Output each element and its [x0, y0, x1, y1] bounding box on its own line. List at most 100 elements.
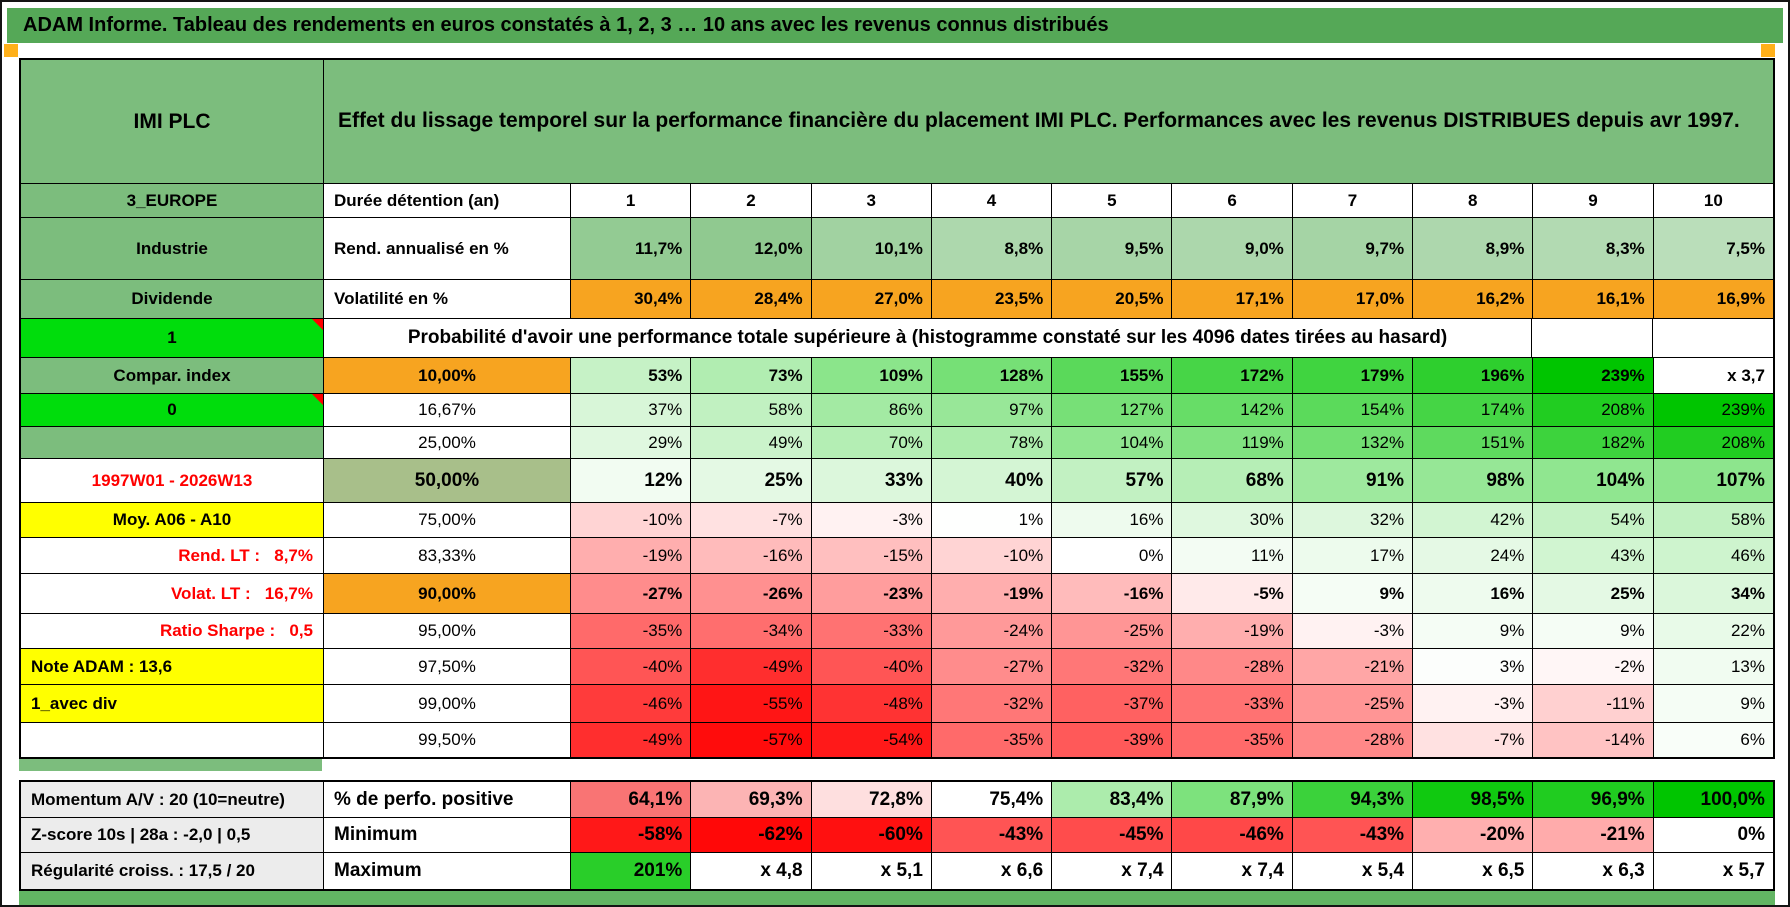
row-header-cell: Volatilité en % [324, 280, 571, 319]
value-cell: 201% [571, 853, 692, 889]
value-cell: -54% [811, 723, 932, 757]
value-cell: x 5,1 [811, 853, 932, 889]
value-cell: 16% [1413, 574, 1534, 614]
row-header-cell: Minimum [324, 818, 571, 853]
value-cell: x 6,6 [931, 853, 1053, 889]
merged-note-cell: Probabilité d'avoir une performance tota… [324, 319, 1532, 358]
value-cell: -2% [1533, 649, 1654, 685]
corner-marker-right-icon [1761, 44, 1775, 57]
value-cell: -39% [1052, 723, 1173, 757]
description-cell: Effet du lissage temporel sur la perform… [324, 60, 1773, 184]
value-cell: -40% [811, 649, 932, 685]
value-cell: 16,9% [1653, 280, 1773, 319]
value-cell: 9,7% [1292, 218, 1414, 280]
value-cell: 8,8% [931, 218, 1053, 280]
value-cell: -27% [571, 574, 692, 614]
value-cell: 0% [1052, 538, 1173, 574]
value-cell: -10% [931, 538, 1053, 574]
row-header: Rend. annualisé en % [334, 238, 509, 258]
merged-note: Probabilité d'avoir une performance tota… [407, 327, 1448, 348]
value-cell: 24% [1413, 538, 1534, 574]
row-header: 99,00% [418, 693, 476, 713]
value-cell: x 3,7 [1653, 358, 1773, 394]
row-header-cell: 83,33% [324, 538, 571, 574]
row-label-cell: Industrie [21, 218, 324, 280]
row-header-cell: 75,00% [324, 503, 571, 538]
value-cell: -35% [571, 614, 692, 649]
row-label-cell: 1 [21, 319, 324, 358]
row-label-cell: Volat. LT : 16,7% [21, 574, 324, 614]
value-cell: -35% [1172, 723, 1293, 757]
statistics-table: Momentum A/V : 20 (10=neutre) % de perfo.… [19, 780, 1775, 891]
value-cell: 13% [1653, 649, 1773, 685]
value-cell: -55% [691, 685, 812, 723]
value-cell: 182% [1533, 427, 1654, 459]
value-cell: 42% [1413, 503, 1534, 538]
table-row: Volat. LT : 16,7% 90,00% -27% -26% -23% -19% -… [21, 574, 1773, 614]
value-cell: 49% [691, 427, 812, 459]
value-cell: 28,4% [691, 280, 812, 319]
table-row: Moy. A06 - A10 75,00% -10% -7% -3% 1% 16% 30% 32… [21, 503, 1773, 538]
value-cell: -48% [811, 685, 932, 723]
value-cell: 9,0% [1172, 218, 1293, 280]
value-cell: -15% [811, 538, 932, 574]
row-label: Régularité croiss. : 17,5 / 20 [31, 861, 255, 880]
value-cell: 58% [691, 394, 812, 427]
table-row: Rend. LT : 8,7% 83,33% -19% -16% -15% -10% 0% 1… [21, 538, 1773, 574]
value-cell: x 7,4 [1172, 853, 1293, 889]
row-header: 90,00% [418, 583, 476, 603]
value-cell: 23,5% [931, 280, 1053, 319]
value-cell: 0% [1653, 818, 1773, 853]
value-cell: 54% [1533, 503, 1654, 538]
value-cell: -45% [1052, 818, 1173, 853]
row-header-cell: 99,50% [324, 723, 571, 757]
row-header: Volatilité en % [334, 289, 448, 308]
value-cell: -49% [571, 723, 692, 757]
row-header-cell: 50,00% [324, 459, 571, 503]
table-row: 1_avec div 99,00% -46% -55% -48% -32% -37% -33%… [21, 685, 1773, 723]
value-cell: 2 [691, 184, 812, 218]
row-label-cell: Note ADAM : 13,6 [21, 649, 324, 685]
row-header: 97,50% [418, 656, 476, 676]
value-cell: 154% [1292, 394, 1414, 427]
row-header-cell: 99,00% [324, 685, 571, 723]
row-label: Moy. A06 - A10 [112, 510, 232, 529]
row-header-cell: 90,00% [324, 574, 571, 614]
value-cell: 83,4% [1052, 782, 1173, 818]
performance-table: IMI PLC Effet du lissage temporel sur la… [19, 58, 1775, 759]
value-cell: -16% [1052, 574, 1173, 614]
value-cell: x 4,8 [691, 853, 812, 889]
row-header-cell: 97,50% [324, 649, 571, 685]
value-cell: 98% [1413, 459, 1534, 503]
row-label: Dividende [131, 289, 213, 308]
value-cell: -57% [691, 723, 812, 757]
value-cell: 196% [1413, 358, 1534, 394]
value-cell: 33% [811, 459, 932, 503]
value-cell: 8 [1413, 184, 1534, 218]
row-label-cell: 3_EUROPE [21, 184, 324, 218]
value-cell: x 5,4 [1292, 853, 1414, 889]
value-cell: -60% [811, 818, 932, 853]
row-header: 99,50% [418, 730, 476, 749]
value-cell: 9% [1533, 614, 1654, 649]
value-cell: -27% [931, 649, 1053, 685]
table-row: 3_EUROPE Durée détention (an) 1 2 3 4 5 6 7 8 9 10 [21, 184, 1773, 218]
value-cell: x 6,5 [1413, 853, 1534, 889]
value-cell: -35% [931, 723, 1053, 757]
row-label: 1_avec div [31, 693, 118, 713]
row-label: 1997W01 - 2026W13 [91, 470, 253, 490]
value-cell: 11% [1172, 538, 1293, 574]
value-cell: -32% [931, 685, 1053, 723]
row-header: 75,00% [418, 510, 476, 529]
note-marker-icon [312, 394, 323, 405]
value-cell: 6% [1653, 723, 1773, 757]
value-cell: -34% [691, 614, 812, 649]
main-rows-container: 3_EUROPE Durée détention (an) 1 2 3 4 5 6 7 8 9 10 I… [21, 184, 1773, 757]
row-label-cell: Compar. index [21, 358, 324, 394]
value-cell: -7% [691, 503, 812, 538]
value-cell: 9,5% [1052, 218, 1173, 280]
value-cell: -46% [1172, 818, 1293, 853]
row-header-cell: 16,67% [324, 394, 571, 427]
instrument-name: IMI PLC [133, 109, 211, 133]
value-cell: 20,5% [1052, 280, 1173, 319]
